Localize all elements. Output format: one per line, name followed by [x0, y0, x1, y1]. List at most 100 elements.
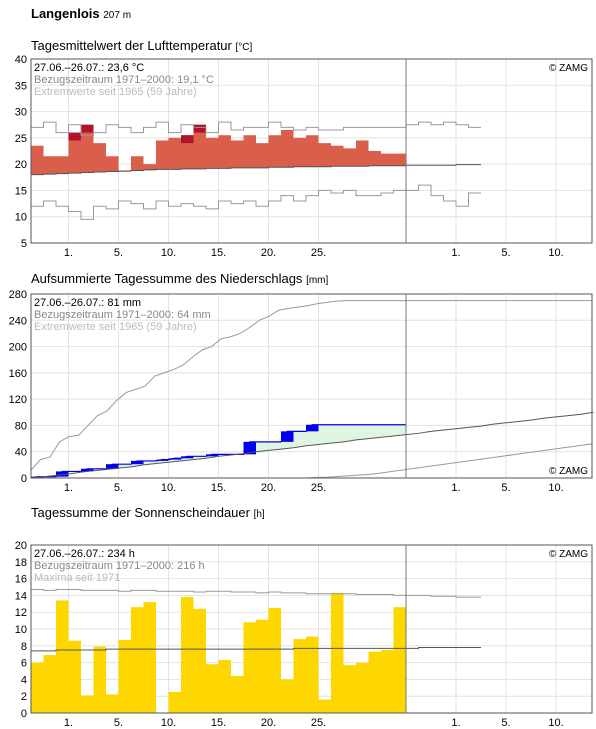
temp-bar-above-ref — [31, 145, 44, 175]
sunshine-bar — [68, 640, 81, 713]
temp-unit: [°C] — [235, 42, 253, 53]
copyright: © ZAMG — [549, 466, 588, 477]
sunshine-bar — [243, 622, 256, 713]
temp-bar-above-ref — [218, 135, 231, 169]
temp-bar-record — [81, 124, 94, 133]
y-tick-label: 5 — [21, 238, 27, 250]
temp-panel-title: Tagesmittelwert der Lufttemperatur [°C] — [31, 38, 252, 53]
y-tick-label: 0 — [21, 473, 27, 485]
y-tick-label: 10 — [15, 212, 27, 224]
sunshine-bar — [206, 664, 219, 713]
precip-reference-line — [30, 411, 594, 479]
sun-panel-title: Tagessumme der Sonnenscheindauer [h] — [31, 505, 265, 520]
station-header: Langenlois 207 m — [31, 6, 131, 21]
precip-cumulative-line — [30, 424, 406, 479]
temp-bar-record — [68, 132, 81, 141]
sunshine-bar — [281, 679, 294, 713]
y-tick-label: 160 — [9, 368, 27, 380]
y-tick-label: 18 — [15, 557, 27, 569]
sunshine-bar — [343, 665, 356, 713]
y-tick-label: 6 — [21, 658, 27, 670]
temp-bar-below-ref — [118, 170, 131, 173]
x-tick-label: 10. — [161, 247, 176, 259]
temp-bar-above-ref — [56, 156, 69, 174]
sunshine-bar — [168, 692, 181, 713]
sunshine-bar — [356, 662, 369, 713]
temp-bar-above-ref — [143, 164, 156, 170]
sunshine-bar — [218, 660, 231, 713]
x-tick-label: 15. — [211, 482, 226, 494]
x-tick-label: 25. — [311, 717, 326, 729]
temp-bar-above-ref — [243, 135, 256, 168]
x-tick-label: 10. — [548, 247, 563, 259]
y-tick-label: 240 — [9, 315, 27, 327]
station-name: Langenlois — [31, 6, 100, 21]
info-extremes: Extremwerte seit 1965 (59 Jahre) — [34, 321, 197, 333]
x-tick-label: 25. — [311, 247, 326, 259]
x-tick-label: 1. — [451, 247, 460, 259]
x-tick-label: 5. — [114, 482, 123, 494]
sunshine-bar — [256, 619, 269, 713]
precip-daily-bar — [181, 456, 194, 459]
sunshine-bar — [143, 602, 156, 713]
sun-unit: [h] — [253, 509, 265, 520]
y-tick-label: 16 — [15, 574, 27, 586]
sun-title-text: Tagessumme der Sonnenscheindauer — [31, 505, 250, 520]
temp-bar-above-ref — [306, 135, 319, 167]
y-tick-label: 280 — [9, 289, 27, 301]
sunshine-bar — [293, 639, 306, 713]
temp-bar-above-ref — [256, 143, 269, 168]
y-tick-label: 0 — [21, 708, 27, 720]
y-tick-label: 12 — [15, 607, 27, 619]
y-tick-label: 20 — [15, 159, 27, 171]
y-tick-label: 200 — [9, 342, 27, 354]
y-tick-label: 8 — [21, 641, 27, 653]
x-tick-label: 10. — [161, 717, 176, 729]
plot-border — [30, 544, 593, 714]
info-current: 27.06.–26.07.: 23,6 °C — [34, 62, 144, 74]
info-reference: Bezugszeitraum 1971–2000: 216 h — [34, 560, 205, 572]
precip-daily-bar — [206, 454, 219, 457]
y-tick-label: 40 — [15, 54, 27, 66]
y-tick-label: 25 — [15, 133, 27, 145]
plot-border — [30, 58, 593, 244]
temp-bar-above-ref — [268, 135, 281, 168]
x-tick-label: 5. — [501, 247, 510, 259]
precip-daily-bar — [168, 458, 181, 460]
x-tick-label: 1. — [64, 247, 73, 259]
temp-bar-above-ref — [106, 156, 119, 172]
sunshine-bar — [106, 694, 119, 713]
temp-bar-above-ref — [281, 129, 294, 168]
sun-maxima-line — [31, 589, 481, 598]
x-tick-label: 10. — [161, 482, 176, 494]
temperature-chart: 5 10 15 20 25 30 35 40 1. 5. 10. 15. 20. 25. 1. 5. 10. 27… — [15, 54, 593, 259]
temp-bar-above-ref — [331, 145, 344, 167]
temp-max-extreme-line — [31, 121, 481, 136]
y-tick-label: 120 — [9, 394, 27, 406]
temp-bar-above-ref — [206, 137, 219, 169]
precip-daily-bar — [306, 424, 319, 432]
temp-title-text: Tagesmittelwert der Lufttemperatur — [31, 38, 232, 53]
station-altitude: 207 m — [103, 10, 132, 21]
info-current: 27.06.–26.07.: 234 h — [34, 548, 135, 560]
precip-daily-bar — [281, 431, 294, 442]
copyright: © ZAMG — [549, 63, 588, 74]
sunshine-bar — [43, 655, 56, 713]
temp-bar-above-ref — [81, 124, 94, 173]
precip-max-extreme-line — [30, 300, 592, 471]
precip-daily-bar — [81, 468, 94, 472]
x-tick-label: 5. — [501, 482, 510, 494]
temp-bar-record — [181, 135, 194, 144]
sunshine-bar — [81, 695, 94, 713]
x-tick-label: 20. — [261, 247, 276, 259]
temp-bar-above-ref — [93, 143, 106, 173]
sunshine-bar — [193, 608, 206, 713]
y-tick-label: 15 — [15, 185, 27, 197]
x-tick-label: 20. — [261, 717, 276, 729]
x-tick-label: 5. — [501, 717, 510, 729]
precip-daily-bar — [131, 460, 144, 465]
y-tick-label: 20 — [15, 540, 27, 552]
y-tick-label: 14 — [15, 590, 27, 602]
temp-bar-above-ref — [356, 140, 369, 167]
sunshine-bar — [331, 592, 344, 713]
